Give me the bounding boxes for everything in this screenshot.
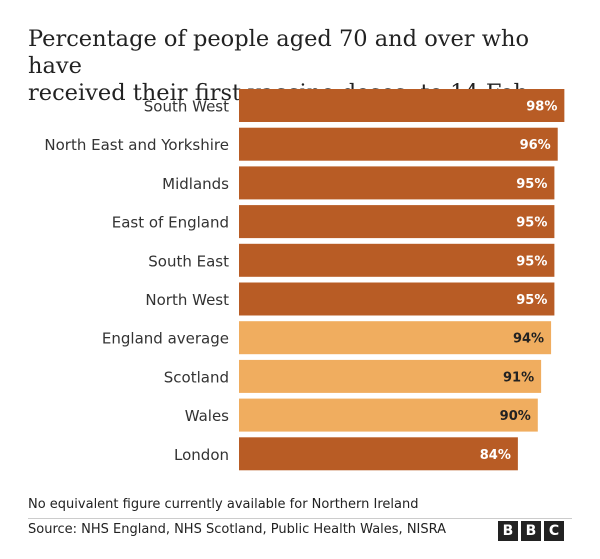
- bbc-logo-block: B: [521, 521, 541, 541]
- bbc-logo-block: C: [544, 521, 564, 541]
- category-label: Midlands: [162, 175, 229, 193]
- value-label: 95%: [516, 254, 547, 269]
- bbc-logo-block: B: [498, 521, 518, 541]
- category-label: England average: [102, 330, 229, 348]
- category-label: London: [174, 446, 229, 464]
- bar-north-west: [239, 282, 555, 316]
- category-label: South East: [148, 252, 229, 270]
- bar-east-of-england: [239, 205, 555, 239]
- bar-england-average: [239, 321, 552, 355]
- bbc-logo: B B C: [498, 521, 564, 541]
- value-label: 98%: [526, 100, 557, 115]
- value-label: 91%: [503, 370, 534, 385]
- category-label: Scotland: [164, 368, 229, 386]
- footnote: No equivalent figure currently available…: [28, 497, 419, 512]
- bar-north-east-and-yorkshire: [239, 127, 558, 161]
- value-label: 95%: [516, 177, 547, 192]
- category-label: South West: [144, 98, 229, 116]
- bar-chart: South West 98% North East and Yorkshire 96%…: [44, 89, 565, 471]
- value-label: 95%: [516, 216, 547, 231]
- category-label: North West: [145, 291, 229, 309]
- category-label: North East and Yorkshire: [44, 136, 229, 154]
- bar-scotland: [239, 359, 542, 393]
- bar-south-west: [239, 89, 565, 122]
- source-note: Source: NHS England, NHS Scotland, Publi…: [28, 522, 447, 537]
- value-label: 84%: [480, 448, 511, 463]
- category-label: East of England: [112, 214, 229, 232]
- value-label: 90%: [500, 409, 531, 424]
- category-label: Wales: [185, 407, 229, 425]
- value-label: 96%: [520, 138, 551, 153]
- bar-south-east: [239, 243, 555, 277]
- bar-london: [239, 437, 518, 471]
- value-label: 95%: [516, 293, 547, 308]
- chart-title-line-1: Percentage of people aged 70 and over wh…: [28, 26, 529, 79]
- divider: [28, 518, 572, 519]
- bar-wales: [239, 398, 538, 432]
- value-label: 94%: [513, 332, 544, 347]
- bar-midlands: [239, 166, 555, 200]
